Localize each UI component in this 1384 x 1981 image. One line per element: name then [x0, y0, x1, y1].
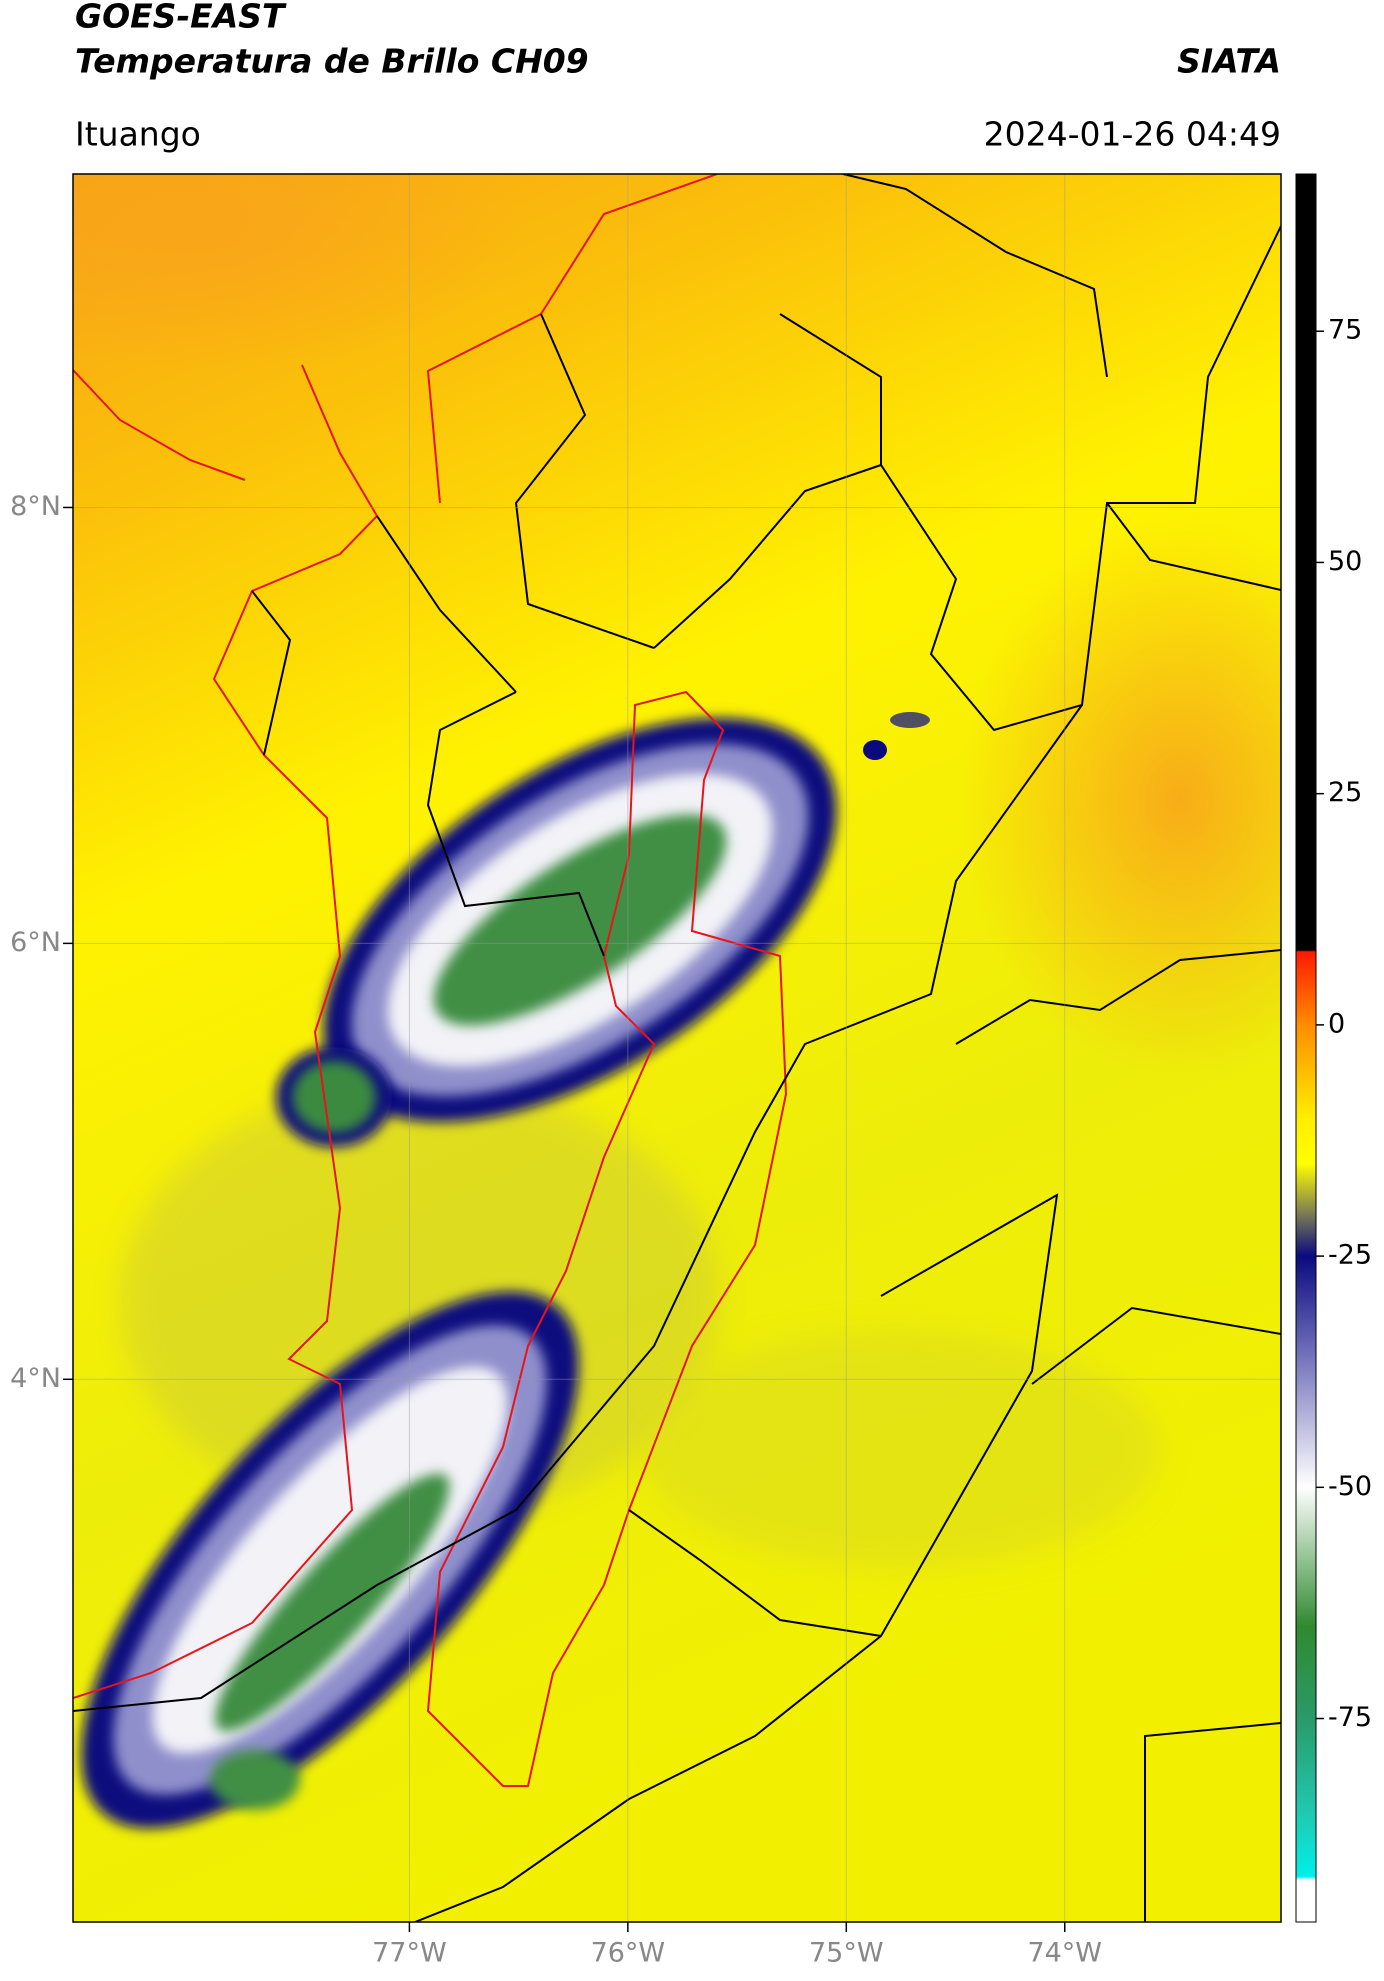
colorbar-tick-label: 75: [1328, 315, 1362, 346]
location: Ituango: [75, 115, 201, 154]
x-tick-label: 75°W: [809, 1938, 884, 1969]
colorbar-tick-label: 0: [1328, 1008, 1345, 1039]
colorbar-tick-label: -75: [1328, 1702, 1372, 1733]
colorbar-tick-label: 50: [1328, 546, 1362, 577]
x-tick-label: 74°W: [1027, 1938, 1102, 1969]
colorbar: [1295, 173, 1317, 1923]
colorbar-tick-label: -50: [1328, 1471, 1372, 1502]
map-frame: [72, 173, 1282, 1923]
title: GOES-EAST: [75, 0, 287, 36]
timestamp: 2024-01-26 04:49: [984, 115, 1281, 154]
colorbar-tick-label: -25: [1328, 1240, 1372, 1271]
x-tick-label: 76°W: [591, 1938, 666, 1969]
y-tick-label: 4°N: [10, 1363, 61, 1394]
x-tick-label: 77°W: [372, 1938, 447, 1969]
colorbar-tick-label: 25: [1328, 777, 1362, 808]
map-image: [73, 174, 1281, 1922]
brand: SIATA: [1177, 42, 1281, 81]
subtitle: Temperatura de Brillo CH09: [75, 42, 589, 81]
y-tick-label: 6°N: [10, 927, 61, 958]
graticule: [73, 174, 1281, 1922]
y-tick-label: 8°N: [10, 491, 61, 522]
